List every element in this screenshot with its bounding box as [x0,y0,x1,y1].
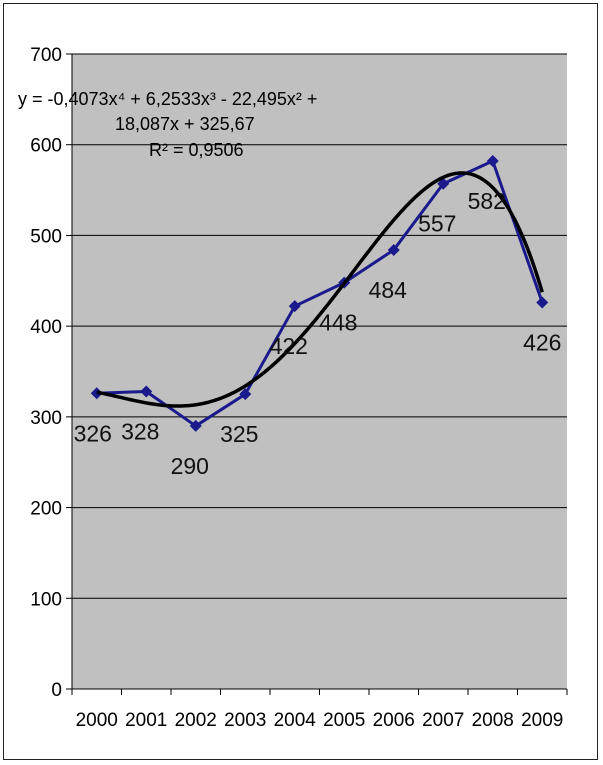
gridlines [72,53,567,599]
data-label: 290 [171,453,209,479]
data-label: 426 [523,330,561,356]
data-label: 328 [121,418,159,444]
x-tick-label: 2004 [274,710,317,731]
trendline-layer [96,171,544,408]
y-tick-label: 500 [30,226,62,247]
y-tick-label: 100 [30,589,62,610]
y-tick-label: 300 [30,408,62,429]
trendline-r-squared: R² = 0,9506 [149,140,244,160]
x-axis-tick-labels: 2000 2001 2002 2003 2004 2005 2006 2007 2008 2009 [76,710,564,731]
x-tick-label: 2007 [422,710,464,731]
data-label: 422 [270,333,308,359]
data-labels: 326 328 290 325 422 448 484 557 582 426 [74,188,562,479]
data-label: 326 [74,420,112,446]
x-tick-label: 2005 [323,710,365,731]
data-point-marker [288,300,301,313]
x-tick-label: 2001 [125,710,167,731]
y-axis-tick-labels: 0 100 200 300 400 500 600 700 [30,45,62,701]
y-tick-label: 400 [30,317,62,338]
data-point-marker [239,388,252,401]
y-tick-label: 0 [51,680,62,701]
plot-area [72,54,567,689]
data-point-marker [536,296,549,309]
x-tick-label: 2008 [472,710,514,731]
x-tick-label: 2009 [521,710,563,731]
data-point-marker [140,385,153,398]
x-tick-label: 2000 [76,710,118,731]
y-tick-label: 600 [30,136,62,157]
trendline-equation-line2: 18,087x + 325,67 [115,114,255,134]
trendline [96,171,544,408]
data-point-marker [486,155,499,168]
data-label: 484 [369,277,408,303]
x-tick-label: 2006 [373,710,415,731]
chart-frame: 0 100 200 300 400 500 600 700 2000 2001 2002 2003 2… [3,3,598,760]
trendline-equation-line1: y = -0,4073x⁴ + 6,2533x³ - 22,495x² + [18,89,317,109]
data-label: 582 [468,188,506,214]
data-point-marker [387,243,400,256]
x-tick-label: 2003 [224,710,266,731]
data-label: 325 [220,421,258,447]
y-tick-label: 200 [30,499,62,520]
y-tick-label: 700 [30,45,62,66]
axes [66,53,568,695]
x-tick-label: 2002 [175,710,217,731]
data-label: 448 [319,310,357,336]
data-point-marker [189,419,202,432]
data-label: 557 [418,211,456,237]
